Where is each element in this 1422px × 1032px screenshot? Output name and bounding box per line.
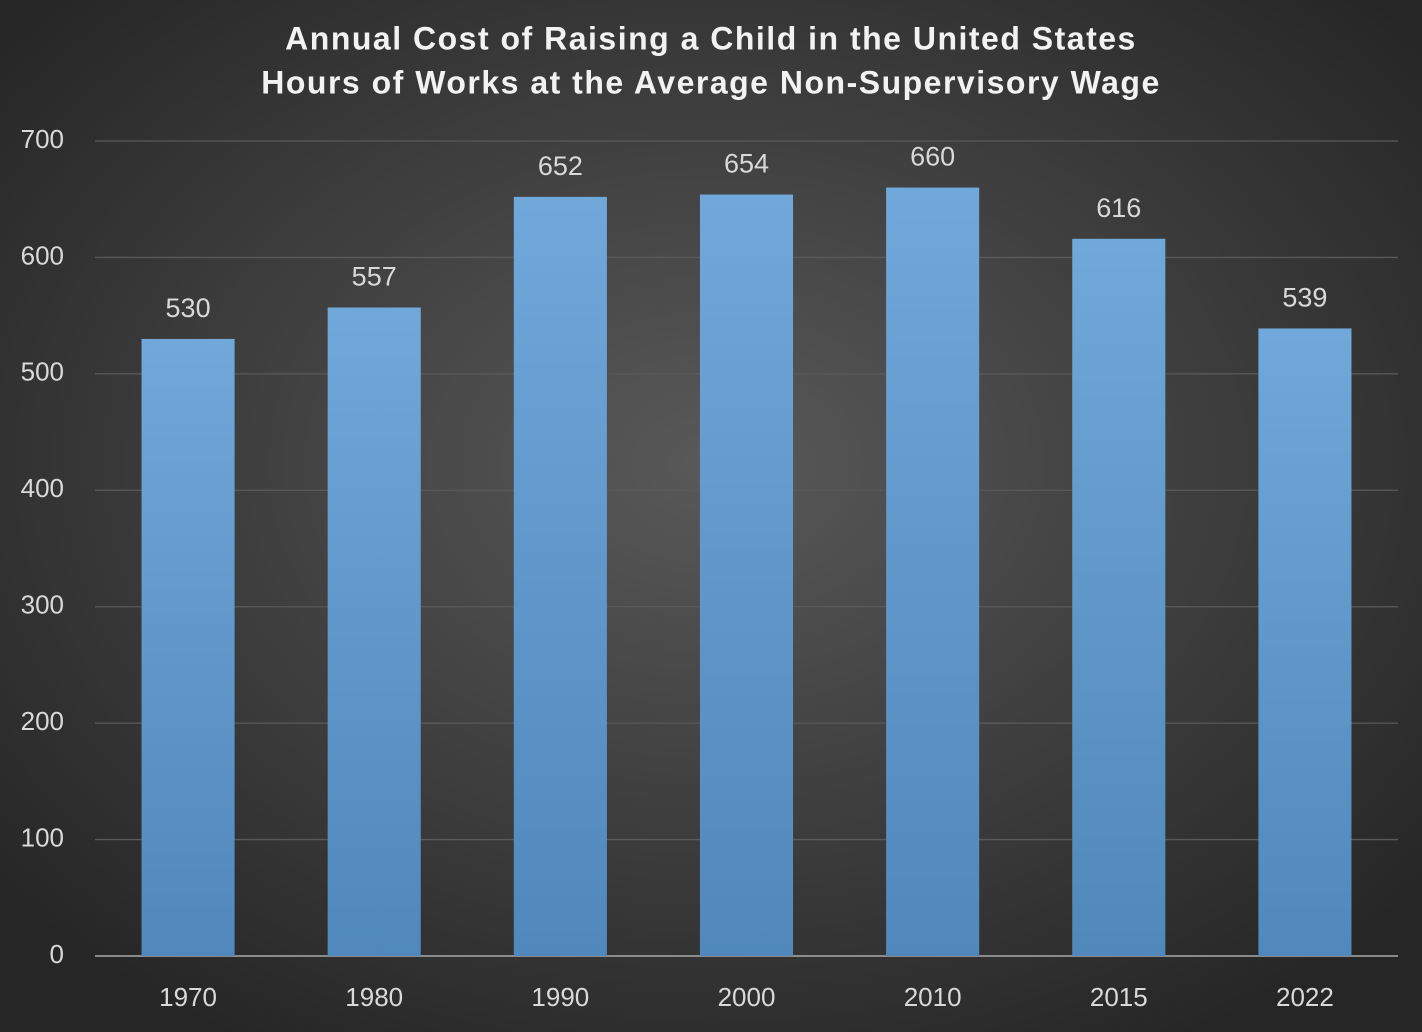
bar bbox=[1072, 238, 1166, 957]
x-tick-label: 2010 bbox=[904, 982, 962, 1012]
x-tick-label: 2015 bbox=[1090, 982, 1148, 1012]
y-tick-label: 100 bbox=[21, 822, 64, 852]
chart-subtitle: Hours of Works at the Average Non-Superv… bbox=[261, 64, 1160, 100]
data-label: 660 bbox=[910, 142, 955, 172]
x-tick-label: 2000 bbox=[718, 982, 776, 1012]
data-label: 557 bbox=[352, 262, 397, 292]
y-tick-label: 600 bbox=[21, 240, 64, 270]
bar bbox=[327, 307, 421, 956]
x-tick-label: 2022 bbox=[1276, 982, 1334, 1012]
data-label: 530 bbox=[166, 293, 211, 323]
bar bbox=[886, 187, 980, 957]
chart-title: Annual Cost of Raising a Child in the Un… bbox=[285, 20, 1137, 56]
x-tick-label: 1970 bbox=[159, 982, 217, 1012]
y-tick-label: 400 bbox=[21, 473, 64, 503]
y-tick-label: 500 bbox=[21, 357, 64, 387]
y-tick-label: 0 bbox=[50, 939, 64, 969]
data-label: 616 bbox=[1096, 193, 1141, 223]
data-label: 652 bbox=[538, 151, 583, 181]
data-label: 654 bbox=[724, 149, 769, 179]
y-tick-label: 700 bbox=[21, 124, 64, 154]
y-tick-label: 200 bbox=[21, 706, 64, 736]
bar bbox=[1258, 328, 1352, 956]
x-tick-label: 1990 bbox=[531, 982, 589, 1012]
bar bbox=[513, 196, 607, 956]
data-label: 539 bbox=[1282, 283, 1327, 313]
bar bbox=[141, 338, 235, 956]
x-tick-label: 1980 bbox=[345, 982, 403, 1012]
bar bbox=[699, 194, 794, 957]
y-tick-label: 300 bbox=[21, 590, 64, 620]
